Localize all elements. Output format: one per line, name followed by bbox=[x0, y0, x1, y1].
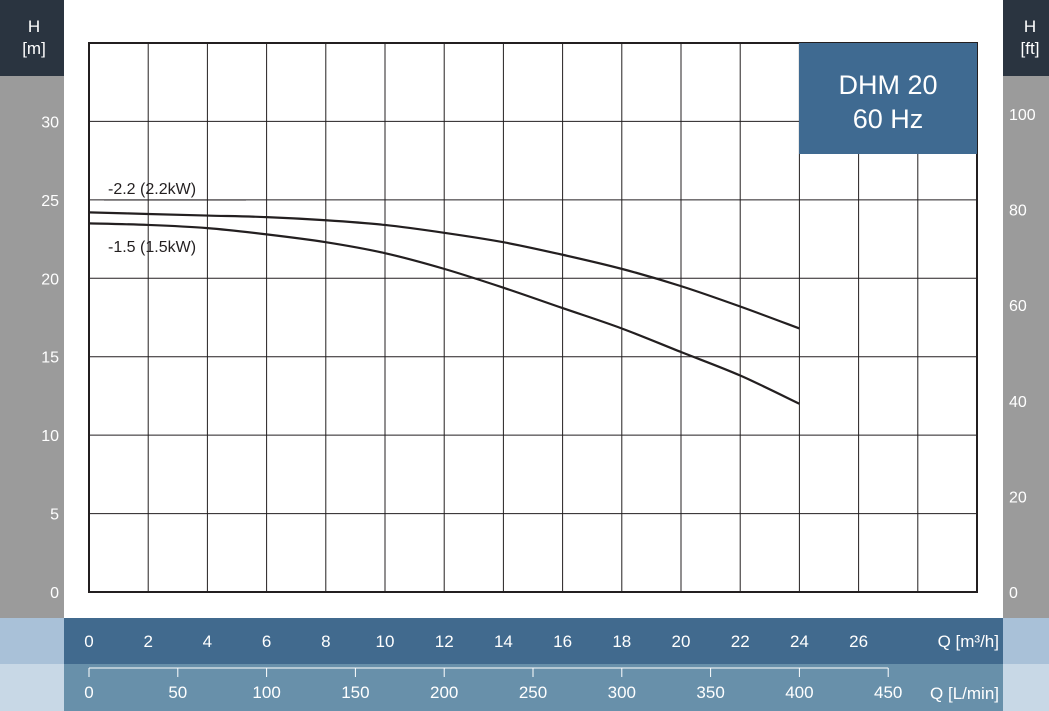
chart-subtitle: 60 Hz bbox=[853, 104, 924, 134]
right-axis-unit: [ft] bbox=[1021, 39, 1040, 58]
y-left-tick-label: 10 bbox=[41, 428, 59, 445]
chart-title: DHM 20 bbox=[838, 70, 937, 100]
y-left-tick-label: 20 bbox=[41, 271, 59, 288]
left-axis-band bbox=[0, 76, 64, 618]
series-label-2-2: -2.2 (2.2kW) bbox=[108, 181, 196, 198]
right-axis-label: H bbox=[1024, 17, 1036, 36]
y-left-tick-label: 5 bbox=[50, 507, 59, 524]
x-secondary-tick-label: 100 bbox=[252, 683, 280, 702]
y-right-tick-label: 40 bbox=[1009, 394, 1027, 411]
y-right-tick-label: 100 bbox=[1009, 107, 1036, 124]
y-right-tick-labels: 0 20 40 60 80 100 bbox=[1009, 107, 1036, 602]
x-secondary-tick-label: 450 bbox=[874, 683, 902, 702]
x-primary-tick-label: 10 bbox=[376, 632, 395, 651]
x-secondary-tick-label: 50 bbox=[168, 683, 187, 702]
x-primary-tick-label: 24 bbox=[790, 632, 809, 651]
y-right-tick-label: 60 bbox=[1009, 298, 1027, 315]
x-primary-axis-label: Q [m³/h] bbox=[938, 632, 999, 651]
y-left-tick-labels: 0 5 10 15 20 25 30 bbox=[41, 114, 59, 602]
series-label-1-5: -1.5 (1.5kW) bbox=[108, 239, 196, 256]
x-band-primary bbox=[64, 618, 1003, 664]
y-left-tick-label: 15 bbox=[41, 350, 59, 367]
x-primary-tick-labels: 0 2 4 6 8 10 12 14 16 18 20 22 24 26 bbox=[84, 632, 868, 651]
series-line-0 bbox=[88, 211, 800, 330]
y-right-tick-label: 0 bbox=[1009, 585, 1018, 602]
x-primary-tick-label: 0 bbox=[84, 632, 93, 651]
left-axis-label: H bbox=[28, 17, 40, 36]
x-secondary-tick-label: 300 bbox=[608, 683, 636, 702]
x-secondary-tick-label: 350 bbox=[696, 683, 724, 702]
x-secondary-tick-label: 400 bbox=[785, 683, 813, 702]
y-left-tick-label: 0 bbox=[50, 585, 59, 602]
x-band-left-cap-1 bbox=[0, 618, 64, 664]
right-axis-band bbox=[1003, 76, 1049, 618]
x-primary-tick-label: 14 bbox=[494, 632, 513, 651]
x-band-left-cap-2 bbox=[0, 664, 64, 711]
x-primary-tick-label: 8 bbox=[321, 632, 330, 651]
title-box bbox=[799, 43, 977, 154]
y-left-tick-label: 30 bbox=[41, 114, 59, 131]
x-secondary-tick-label: 200 bbox=[430, 683, 458, 702]
x-band-right-cap-2 bbox=[1003, 664, 1049, 711]
x-band-right-cap-1 bbox=[1003, 618, 1049, 664]
curves bbox=[88, 211, 800, 405]
left-axis-unit: [m] bbox=[22, 39, 46, 58]
x-primary-tick-label: 6 bbox=[262, 632, 271, 651]
x-secondary-axis-label: Q [L/min] bbox=[930, 684, 999, 703]
x-primary-tick-label: 18 bbox=[612, 632, 631, 651]
y-right-tick-label: 20 bbox=[1009, 489, 1027, 506]
x-primary-tick-label: 16 bbox=[553, 632, 572, 651]
left-axis-header bbox=[0, 0, 64, 76]
x-primary-tick-label: 12 bbox=[435, 632, 454, 651]
x-secondary-tick-labels: 0 50 100 150 200 250 300 350 400 450 bbox=[84, 667, 902, 702]
x-secondary-tick-label: 250 bbox=[519, 683, 547, 702]
x-secondary-tick-label: 150 bbox=[341, 683, 369, 702]
x-primary-tick-label: 2 bbox=[143, 632, 152, 651]
y-left-tick-label: 25 bbox=[41, 193, 59, 210]
y-right-tick-label: 80 bbox=[1009, 203, 1027, 220]
right-axis-header bbox=[1003, 0, 1049, 76]
x-secondary-tick-label: 0 bbox=[84, 683, 93, 702]
x-primary-tick-label: 22 bbox=[731, 632, 750, 651]
plot-frame bbox=[88, 42, 978, 593]
x-primary-tick-label: 26 bbox=[849, 632, 868, 651]
x-primary-tick-label: 20 bbox=[672, 632, 691, 651]
series-line-1 bbox=[88, 222, 800, 405]
x-primary-tick-label: 4 bbox=[203, 632, 212, 651]
